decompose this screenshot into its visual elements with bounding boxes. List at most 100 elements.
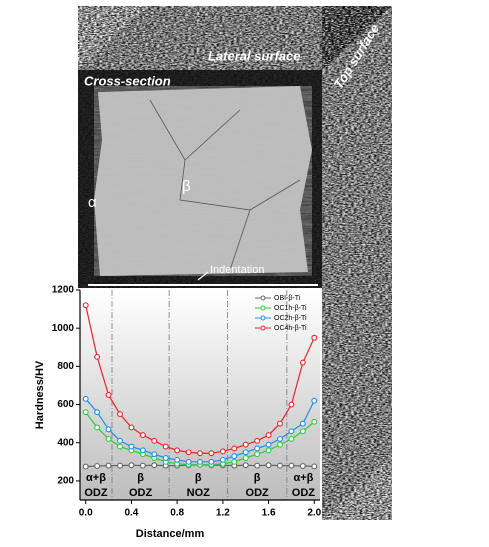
indentation-label: Indentation	[210, 264, 264, 276]
data-point	[299, 428, 306, 435]
legend-marker	[260, 295, 266, 301]
data-point	[311, 397, 318, 404]
y-tick-label: 1000	[52, 323, 75, 334]
data-point	[277, 462, 283, 469]
data-point	[139, 432, 146, 439]
data-point	[139, 447, 146, 454]
y-tick-label: 400	[57, 437, 74, 448]
zone-bottom: ODZ	[84, 487, 108, 499]
data-point	[197, 458, 203, 465]
zone-top: β	[254, 472, 261, 484]
y-tick-label: 600	[57, 399, 74, 410]
zone-bottom: ODZ	[129, 487, 153, 499]
data-point	[117, 411, 123, 418]
data-point	[94, 424, 101, 431]
data-point	[231, 453, 238, 460]
x-tick-label: 1.6	[262, 508, 276, 519]
x-tick-label: 0.8	[170, 508, 184, 519]
data-point	[231, 445, 238, 452]
data-point	[128, 462, 135, 469]
data-point	[128, 424, 135, 431]
data-point	[174, 447, 181, 454]
zone-top: β	[137, 472, 144, 484]
data-point	[231, 458, 238, 465]
data-point	[277, 441, 283, 448]
data-point	[105, 392, 112, 398]
beta-label: β	[182, 178, 191, 195]
data-point	[288, 462, 295, 469]
right-texture	[322, 6, 392, 520]
data-point	[242, 455, 249, 461]
zone-top: α+β	[293, 472, 313, 484]
data-point	[311, 463, 318, 470]
data-point	[94, 353, 101, 360]
x-tick-label: 0.4	[124, 508, 138, 519]
data-point	[82, 409, 89, 416]
data-point	[254, 445, 261, 452]
legend-marker	[260, 305, 266, 311]
data-point	[174, 456, 181, 463]
data-point	[288, 401, 295, 408]
data-point	[82, 463, 89, 470]
data-point	[265, 441, 272, 448]
x-axis-label: Distance/mm	[136, 528, 205, 540]
y-tick-label: 800	[57, 361, 74, 372]
data-point	[105, 462, 112, 469]
data-point	[219, 448, 226, 455]
data-point	[185, 458, 192, 465]
data-point	[277, 435, 283, 442]
data-point	[242, 441, 249, 448]
legend-label: OC1h-β-Ti	[274, 305, 307, 312]
data-point	[185, 449, 192, 456]
y-axis-label: Hardness/HV	[34, 360, 46, 429]
data-point	[311, 418, 318, 425]
data-point	[151, 451, 158, 458]
data-point	[299, 463, 306, 469]
data-point	[208, 458, 215, 465]
data-point	[219, 456, 226, 463]
data-point	[242, 449, 249, 456]
data-point	[139, 462, 146, 469]
legend-label: OC4h-β-Ti	[274, 325, 307, 332]
data-point	[94, 463, 101, 469]
data-point	[82, 395, 89, 402]
data-point	[105, 426, 112, 433]
data-point	[288, 428, 295, 435]
indents	[88, 284, 318, 286]
cross-section-label: Cross-section	[84, 73, 171, 88]
alpha-label: α	[88, 194, 97, 211]
data-point	[299, 359, 306, 366]
x-tick-label: 1.2	[216, 508, 230, 519]
data-point	[254, 451, 261, 458]
data-point	[105, 435, 112, 442]
data-point	[311, 334, 318, 341]
top-texture	[78, 6, 392, 70]
lateral-label: Lateral surface	[208, 48, 301, 63]
legend-label: OBI-β-Ti	[274, 295, 301, 302]
data-point	[151, 437, 158, 444]
data-point	[162, 455, 169, 461]
data-point	[254, 437, 261, 444]
data-point	[197, 450, 203, 457]
data-point	[277, 420, 283, 427]
x-tick-label: 0.0	[79, 508, 93, 519]
data-point	[299, 420, 306, 427]
zone-top: α+β	[86, 472, 106, 484]
data-point	[254, 462, 261, 469]
data-point	[265, 432, 272, 439]
zone-bottom: ODZ	[292, 487, 316, 499]
data-point	[82, 302, 89, 309]
grain-boundaries	[149, 99, 301, 271]
data-point	[94, 409, 101, 416]
indentation-arrow	[197, 271, 209, 281]
x-tick-label: 2.0	[307, 508, 321, 519]
legend-marker	[260, 315, 266, 321]
data-point	[117, 437, 123, 444]
data-point	[208, 450, 215, 457]
data-point	[162, 443, 169, 450]
legend-label: OC2h-β-Ti	[274, 315, 307, 322]
data-point	[128, 443, 135, 450]
data-point	[242, 462, 249, 469]
data-point	[151, 462, 158, 469]
